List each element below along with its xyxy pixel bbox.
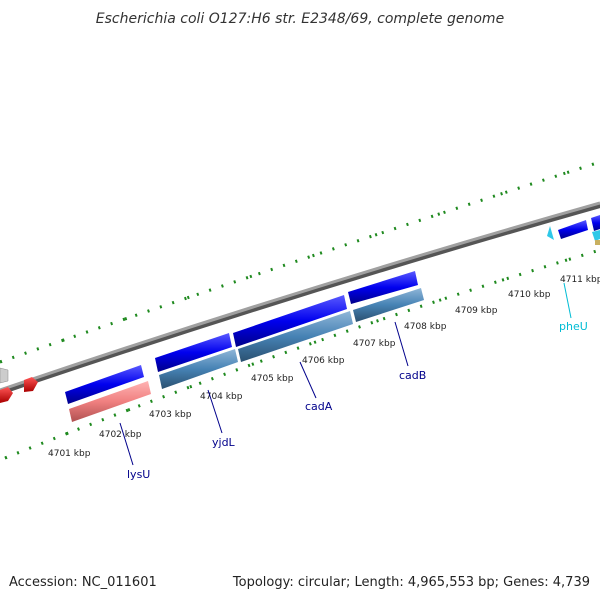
gene-pheU [547, 226, 554, 240]
gene-forward-4 [348, 271, 418, 304]
scale-label-4711: 4711 kbp [560, 275, 600, 285]
scale-label-4706: 4706 kbp [302, 356, 345, 366]
scale-label-4708: 4708 kbp [404, 322, 447, 332]
genome-summary-text: Topology: circular; Length: 4,965,553 bp… [232, 575, 590, 590]
gene-label-lysU: lysU [127, 468, 150, 481]
feature-tan [595, 240, 600, 245]
map-title: Escherichia coli O127:H6 str. E2348/69, … [96, 11, 504, 27]
gene-label-cadB: cadB [399, 369, 426, 382]
genome-backbone [0, 201, 600, 392]
gene-label-pheU: pheU [559, 320, 588, 333]
gene-forward-2 [155, 333, 232, 372]
scale-label-4702: 4702 kbp [99, 430, 142, 440]
gene-forward-6 [591, 215, 600, 231]
leader-lysU [119, 422, 134, 466]
feature-red-2 [0, 387, 13, 403]
gene-label-yjdL: yjdL [212, 436, 236, 449]
feature-grey [0, 367, 9, 384]
gene-forward-5 [558, 220, 588, 239]
scale-label-4707: 4707 kbp [353, 339, 396, 349]
scale-label-4704: 4704 kbp [200, 392, 243, 402]
gene-yjdL [159, 349, 238, 389]
feature-red-1 [24, 377, 38, 392]
inner-minor-ticks [4, 248, 600, 460]
inner-major-ticks [4, 248, 600, 460]
accession-text: Accession: NC_011601 [9, 575, 157, 590]
gene-forward-1 [65, 365, 144, 404]
scale-label-4703: 4703 kbp [149, 410, 192, 420]
gene-lysU [69, 381, 151, 422]
scale-label-4710: 4710 kbp [508, 290, 551, 300]
gene-cadB [353, 288, 424, 322]
leader-pheU [563, 282, 572, 319]
gene-forward-3 [233, 295, 347, 347]
leader-yjdL [207, 389, 223, 434]
genome-backbone-shadow [0, 202, 600, 395]
feature-cyan [592, 230, 600, 241]
scale-label-4701: 4701 kbp [48, 449, 91, 459]
leader-cadB [394, 321, 409, 367]
scale-label-4709: 4709 kbp [455, 306, 498, 316]
gene-cadA [238, 311, 353, 362]
leader-cadA [299, 361, 317, 399]
inner-tick-ring [4, 248, 600, 460]
gene-label-cadA: cadA [305, 400, 333, 413]
scale-label-4705: 4705 kbp [251, 374, 294, 384]
